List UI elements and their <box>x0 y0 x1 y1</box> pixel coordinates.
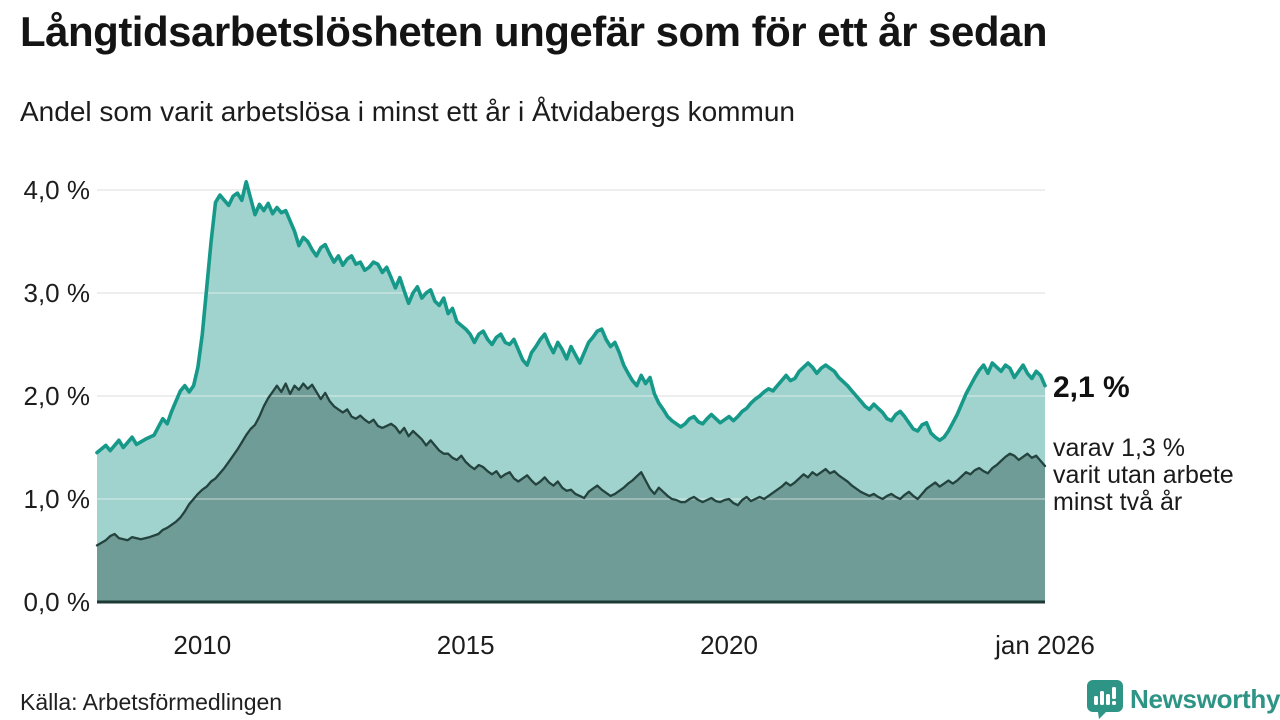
latest-value-label: 2,1 % <box>1053 371 1130 404</box>
y-axis-tick-label: 3,0 % <box>23 278 91 308</box>
newsworthy-logo: Newsworthy <box>1086 679 1280 719</box>
page-title: Långtidsarbetslösheten ungefär som för e… <box>20 8 1048 55</box>
y-axis-tick-label: 0,0 % <box>23 587 91 617</box>
x-axis-tick-label: 2010 <box>173 630 232 660</box>
y-axis-tick-label: 4,0 % <box>23 175 91 205</box>
newsworthy-pin-icon <box>1087 680 1123 719</box>
secondary-value-line3: minst två år <box>1053 488 1183 516</box>
chart-subtitle: Andel som varit arbetslösa i minst ett å… <box>20 96 795 127</box>
x-axis-tick-label: 2020 <box>700 630 758 660</box>
secondary-value-line2: varit utan arbete <box>1053 461 1234 489</box>
newsworthy-wordmark: Newsworthy <box>1130 683 1280 714</box>
secondary-value-line1: varav 1,3 % <box>1053 434 1186 462</box>
y-axis-tick-label: 2,0 % <box>23 381 91 411</box>
x-axis-tick-label: 2015 <box>436 630 495 660</box>
x-axis-tick-label: jan 2026 <box>995 630 1095 660</box>
source-label: Källa: Arbetsförmedlingen <box>20 689 283 715</box>
y-axis-tick-label: 1,0 % <box>23 484 91 514</box>
secondary-value-label: varav 1,3 % varit utan arbete minst två … <box>1053 435 1234 516</box>
